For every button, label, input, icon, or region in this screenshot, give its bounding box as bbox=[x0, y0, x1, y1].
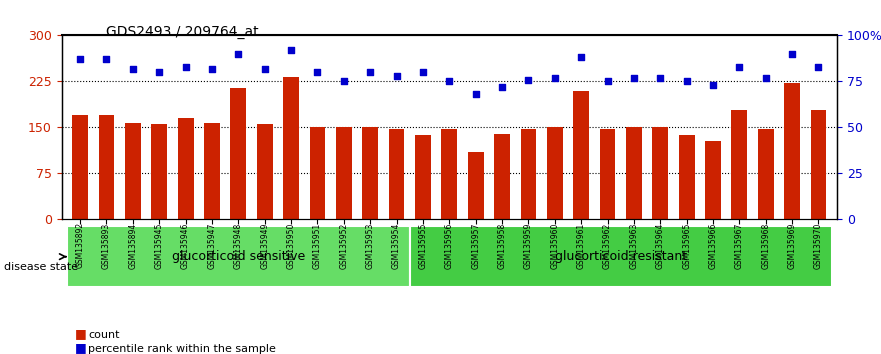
Point bbox=[759, 75, 773, 81]
Bar bbox=[468, 152, 484, 219]
Text: disease state: disease state bbox=[4, 262, 78, 272]
Point bbox=[257, 66, 271, 72]
Bar bbox=[256, 124, 272, 219]
Point bbox=[601, 79, 615, 84]
Text: count: count bbox=[88, 330, 120, 340]
Point bbox=[522, 77, 536, 82]
Text: percentile rank within the sample: percentile rank within the sample bbox=[88, 344, 276, 354]
Bar bbox=[204, 122, 220, 219]
Point bbox=[284, 47, 298, 53]
Text: glucorticoid sensitive: glucorticoid sensitive bbox=[172, 250, 305, 263]
Bar bbox=[283, 77, 299, 219]
Point bbox=[232, 51, 246, 57]
Point bbox=[73, 57, 87, 62]
Bar bbox=[626, 127, 642, 219]
Bar bbox=[125, 122, 141, 219]
Point bbox=[442, 79, 456, 84]
Point bbox=[785, 51, 799, 57]
Text: GSM135957: GSM135957 bbox=[471, 222, 480, 269]
Text: GSM135893: GSM135893 bbox=[102, 222, 111, 269]
Point bbox=[179, 64, 193, 69]
Text: GSM135956: GSM135956 bbox=[445, 222, 454, 269]
Text: GSM135953: GSM135953 bbox=[366, 222, 374, 269]
Bar bbox=[72, 115, 88, 219]
Bar bbox=[99, 115, 115, 219]
Bar bbox=[309, 127, 325, 219]
Point bbox=[469, 91, 483, 97]
Bar bbox=[731, 110, 747, 219]
Text: GSM135945: GSM135945 bbox=[155, 222, 164, 269]
Text: GSM135959: GSM135959 bbox=[524, 222, 533, 269]
Point bbox=[100, 57, 114, 62]
Point bbox=[811, 64, 825, 69]
Text: GSM135952: GSM135952 bbox=[339, 222, 348, 269]
Text: GSM135950: GSM135950 bbox=[286, 222, 296, 269]
FancyBboxPatch shape bbox=[67, 227, 410, 287]
Bar bbox=[784, 83, 800, 219]
Bar bbox=[758, 129, 774, 219]
Bar bbox=[178, 118, 194, 219]
Text: GSM135947: GSM135947 bbox=[208, 222, 217, 269]
Text: GSM135967: GSM135967 bbox=[735, 222, 744, 269]
Bar bbox=[389, 129, 404, 219]
Bar bbox=[494, 133, 510, 219]
Text: GSM135948: GSM135948 bbox=[233, 222, 243, 269]
Point bbox=[574, 55, 589, 60]
Point bbox=[679, 79, 693, 84]
Text: GSM135965: GSM135965 bbox=[682, 222, 691, 269]
Point bbox=[337, 79, 351, 84]
Bar bbox=[415, 135, 431, 219]
Bar bbox=[362, 127, 378, 219]
Point bbox=[389, 73, 403, 79]
Point bbox=[363, 69, 377, 75]
Point bbox=[495, 84, 509, 90]
Point bbox=[310, 69, 324, 75]
Bar bbox=[600, 129, 616, 219]
Text: ■: ■ bbox=[75, 327, 86, 340]
Text: GSM135954: GSM135954 bbox=[392, 222, 401, 269]
Text: GSM135969: GSM135969 bbox=[788, 222, 796, 269]
FancyBboxPatch shape bbox=[410, 227, 832, 287]
Point bbox=[126, 66, 140, 72]
Point bbox=[548, 75, 562, 81]
Bar bbox=[678, 135, 694, 219]
Bar bbox=[547, 127, 563, 219]
Text: GSM135951: GSM135951 bbox=[313, 222, 322, 269]
Text: GDS2493 / 209764_at: GDS2493 / 209764_at bbox=[106, 25, 258, 39]
Text: GSM135955: GSM135955 bbox=[418, 222, 427, 269]
Text: GSM135960: GSM135960 bbox=[551, 222, 559, 269]
Text: ■: ■ bbox=[75, 341, 86, 354]
Text: GSM135892: GSM135892 bbox=[76, 222, 85, 268]
Text: glucorticoid resistant: glucorticoid resistant bbox=[555, 250, 687, 263]
Text: GSM135946: GSM135946 bbox=[181, 222, 190, 269]
Bar bbox=[574, 91, 589, 219]
Text: GSM135970: GSM135970 bbox=[814, 222, 823, 269]
Bar bbox=[441, 129, 457, 219]
Point bbox=[205, 66, 219, 72]
Point bbox=[416, 69, 430, 75]
Bar bbox=[811, 110, 826, 219]
Text: GSM135968: GSM135968 bbox=[761, 222, 770, 269]
Text: GSM135962: GSM135962 bbox=[603, 222, 612, 269]
Point bbox=[706, 82, 720, 88]
Text: GSM135949: GSM135949 bbox=[260, 222, 270, 269]
Point bbox=[152, 69, 167, 75]
Text: GSM135963: GSM135963 bbox=[629, 222, 639, 269]
Bar bbox=[336, 127, 352, 219]
Bar bbox=[521, 129, 537, 219]
Text: GSM135964: GSM135964 bbox=[655, 222, 665, 269]
Point bbox=[627, 75, 641, 81]
Bar bbox=[705, 141, 721, 219]
Point bbox=[653, 75, 667, 81]
Point bbox=[732, 64, 746, 69]
Bar bbox=[152, 124, 167, 219]
Bar bbox=[231, 87, 247, 219]
Text: GSM135894: GSM135894 bbox=[129, 222, 137, 269]
Text: GSM135966: GSM135966 bbox=[708, 222, 717, 269]
Text: GSM135958: GSM135958 bbox=[498, 222, 507, 269]
Text: GSM135961: GSM135961 bbox=[577, 222, 586, 269]
Bar bbox=[652, 127, 668, 219]
